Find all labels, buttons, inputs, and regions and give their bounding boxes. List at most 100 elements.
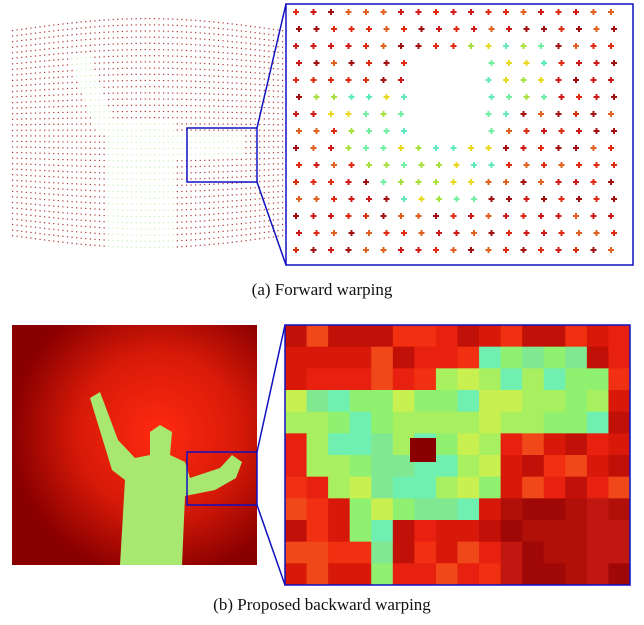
- dot: [35, 130, 36, 131]
- dot: [268, 39, 269, 40]
- plus-marker: [538, 247, 544, 253]
- dot: [131, 247, 132, 248]
- dot: [245, 211, 246, 212]
- dot: [49, 223, 50, 224]
- dot: [76, 207, 77, 208]
- dot: [49, 60, 50, 61]
- dot: [236, 218, 237, 219]
- plus-marker: [559, 196, 565, 202]
- dot: [158, 160, 159, 161]
- plus-marker: [401, 230, 407, 236]
- dot: [241, 48, 242, 49]
- plus-marker: [293, 77, 299, 83]
- dot: [168, 18, 169, 19]
- dot: [85, 238, 86, 239]
- plus-marker: [486, 77, 492, 83]
- dot: [232, 41, 233, 42]
- dot: [76, 147, 77, 148]
- dot: [245, 83, 246, 84]
- dot: [172, 166, 173, 167]
- depth-block: [393, 563, 415, 585]
- dot: [104, 172, 105, 173]
- dot: [200, 93, 201, 94]
- dot: [186, 44, 187, 45]
- dot: [232, 100, 233, 101]
- dot: [232, 177, 233, 178]
- dot: [190, 129, 191, 130]
- dot: [85, 220, 86, 221]
- plus-marker: [538, 213, 544, 219]
- plus-marker: [363, 213, 369, 219]
- dot: [58, 124, 59, 125]
- plus-marker: [349, 162, 355, 168]
- depth-block: [479, 455, 501, 477]
- dot: [94, 172, 95, 173]
- dot: [218, 58, 219, 59]
- dot: [181, 160, 182, 161]
- depth-block: [544, 477, 566, 499]
- dot: [232, 189, 233, 190]
- dot: [154, 105, 155, 106]
- dot: [99, 154, 100, 155]
- dot: [259, 50, 260, 51]
- dot: [186, 74, 187, 75]
- dot: [21, 90, 22, 91]
- plus-marker: [346, 43, 352, 49]
- dot: [21, 186, 22, 187]
- plus-marker: [381, 179, 387, 185]
- plus-marker: [486, 111, 492, 117]
- dot: [76, 231, 77, 232]
- plus-marker: [401, 60, 407, 66]
- plus-marker: [346, 213, 352, 219]
- dot: [62, 35, 63, 36]
- depth-block: [414, 368, 436, 390]
- dot: [172, 37, 173, 38]
- dot: [108, 105, 109, 106]
- depth-block: [393, 325, 415, 347]
- dot: [35, 118, 36, 119]
- dot: [136, 92, 137, 93]
- dot: [12, 69, 13, 70]
- dot: [154, 30, 155, 31]
- dot: [158, 142, 159, 143]
- dot: [223, 34, 224, 35]
- dot: [12, 135, 13, 136]
- depth-block: [436, 433, 458, 455]
- dot: [44, 170, 45, 171]
- dot: [218, 76, 219, 77]
- dot: [113, 99, 114, 100]
- dot: [126, 197, 127, 198]
- dot: [71, 34, 72, 35]
- dot: [145, 148, 146, 149]
- plus-marker: [594, 230, 600, 236]
- dot: [186, 123, 187, 124]
- dot: [168, 80, 169, 81]
- dot: [58, 206, 59, 207]
- dot: [131, 204, 132, 205]
- plus-marker: [503, 43, 509, 49]
- dot: [168, 203, 169, 204]
- dot: [181, 197, 182, 198]
- dot: [145, 30, 146, 31]
- depth-block: [436, 412, 458, 434]
- depth-block: [350, 412, 372, 434]
- dot: [177, 228, 178, 229]
- dot: [104, 178, 105, 179]
- dot: [104, 99, 105, 100]
- dot: [76, 237, 77, 238]
- plus-marker: [541, 26, 547, 32]
- dot: [181, 74, 182, 75]
- dot: [81, 142, 82, 143]
- depth-block: [371, 390, 393, 412]
- dot: [200, 38, 201, 39]
- dot: [67, 47, 68, 48]
- dot: [17, 46, 18, 47]
- plus-marker: [468, 9, 474, 15]
- dot: [94, 166, 95, 167]
- dot: [117, 142, 118, 143]
- dot: [53, 77, 54, 78]
- dot: [186, 105, 187, 106]
- dot: [213, 129, 214, 130]
- dot: [85, 51, 86, 52]
- plus-marker: [556, 77, 562, 83]
